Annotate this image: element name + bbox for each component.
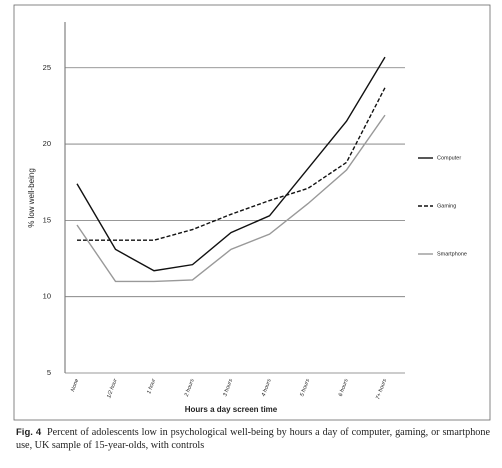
legend-label: Smartphone <box>437 251 467 257</box>
series-line <box>76 56 386 272</box>
y-tick-label: 5 <box>47 368 51 377</box>
legend-label: Gaming <box>437 203 456 209</box>
x-tick-label: None <box>70 378 80 392</box>
y-tick-label: 25 <box>43 63 51 72</box>
series-line <box>76 114 386 283</box>
y-tick-label: 10 <box>43 292 51 301</box>
legend-label: Computer <box>437 155 461 161</box>
x-tick-label: 4 hours <box>261 378 273 398</box>
x-tick-label: 5 hours <box>299 378 311 398</box>
x-axis-label: Hours a day screen time <box>185 405 278 414</box>
x-tick-label: 2 hours <box>183 378 195 398</box>
x-tick-label: 1/2 hour <box>106 377 119 399</box>
x-tick-label: 6 hours <box>338 378 350 398</box>
y-tick-label: 20 <box>43 139 51 148</box>
chart: % low well-being Hours a day screen time… <box>13 4 491 421</box>
caption: Fig. 4 Percent of adolescents low in psy… <box>16 426 490 452</box>
caption-text: Percent of adolescents low in psychologi… <box>16 427 490 451</box>
y-axis-label: % low well-being <box>27 168 36 228</box>
y-tick-label: 15 <box>43 215 51 224</box>
series-line <box>77 87 386 241</box>
x-tick-label: 1 hour <box>146 377 157 395</box>
x-tick-label: 7+ hours <box>375 378 388 401</box>
caption-label: Fig. 4 <box>16 427 42 438</box>
chart-border <box>13 4 491 421</box>
x-tick-label: 3 hours <box>222 378 234 398</box>
